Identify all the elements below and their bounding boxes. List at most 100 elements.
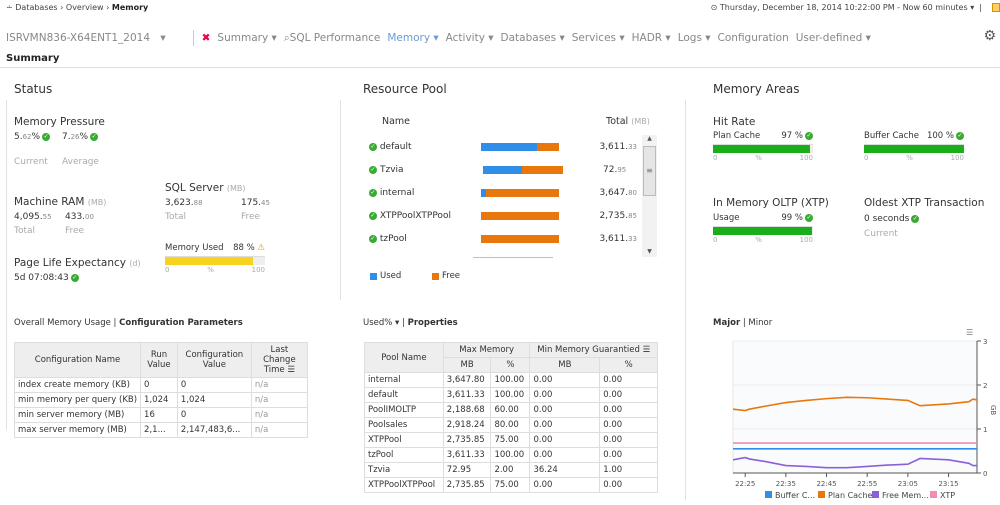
hit-rate-label: Hit Rate — [713, 116, 756, 128]
nav-sql-performance[interactable]: ⌕SQL Performance — [283, 31, 381, 44]
scroll-up-icon[interactable]: ▲ — [647, 135, 652, 142]
status-title: Status — [14, 82, 53, 96]
pool-total: 3,611.33 — [599, 234, 637, 244]
plan-cache-gauge: Plan Cache 97 % ✓ 0% 100 — [713, 131, 813, 162]
table-cell: max server memory (MB) — [13, 422, 142, 438]
table-cell: 2,147,483,6... — [176, 422, 252, 438]
pool-list-item[interactable]: ✓ default 3,611.33 — [367, 140, 637, 154]
pool-list-item[interactable]: ✓ internal 3,647.80 — [367, 186, 637, 200]
table-row[interactable]: Poolsales 2,918.24 80.00 0.00 0.00 — [364, 417, 658, 433]
table-cell: 100.00 — [490, 387, 531, 403]
nav-services[interactable]: Services ▾ — [571, 31, 625, 44]
table-cell: 100.00 — [490, 447, 531, 463]
col-header: Run Value — [140, 342, 178, 378]
table-row[interactable]: min server memory (MB) 16 0 n/a — [13, 407, 309, 423]
pool-list-item[interactable]: ✓ XTPPoolXTPPool 2,735.85 — [367, 209, 637, 223]
buffer-cache-gauge: Buffer Cache 100 % ✓ 0% 100 — [864, 131, 964, 162]
total-label: Total — [14, 226, 36, 236]
table-cell: index create memory (KB) — [13, 377, 142, 393]
nav-memory[interactable]: Memory ▾ — [387, 31, 439, 44]
col-header: Configuration Name — [13, 342, 142, 378]
check-icon: ✓ — [369, 235, 377, 243]
nav-configuration[interactable]: Configuration — [717, 31, 789, 44]
table-row[interactable]: tzPool 3,611.33 100.00 0.00 0.00 — [364, 447, 658, 463]
used-segment — [483, 166, 523, 174]
pool-list-scrollbar[interactable]: ▲ ≡ ▼ — [642, 135, 657, 257]
table-cell: 2.00 — [490, 462, 531, 478]
server-name: ISRVMN836-X64ENT1_2014 — [6, 32, 150, 44]
nav-user-defined[interactable]: User-defined ▾ — [795, 31, 871, 44]
legend-label: Buffer C... — [775, 491, 815, 500]
breadcrumb-overview[interactable]: Overview — [65, 3, 104, 12]
col-pct: % — [490, 357, 531, 373]
table-cell: 1,024 — [176, 392, 252, 408]
breadcrumb-current: Memory — [111, 3, 149, 12]
table-row[interactable]: min memory per query (KB) 1,024 1,024 n/a — [13, 392, 309, 408]
table-row[interactable]: PoolIMOLTP 2,188.68 60.00 0.00 0.00 — [364, 402, 658, 418]
nav-logs[interactable]: Logs ▾ — [677, 31, 711, 44]
legend-label: Free Mem... — [882, 491, 929, 500]
table-cell: 0.00 — [529, 372, 601, 388]
tab-configuration-parameters[interactable]: Configuration Parameters — [119, 318, 243, 328]
tab-overall-memory-usage[interactable]: Overall Memory Usage — [14, 318, 111, 328]
page-title: Summary — [6, 53, 60, 64]
free-segment — [480, 212, 560, 220]
pool-list-item[interactable]: ✓ tzPool 3,611.33 — [367, 232, 637, 246]
server-selector[interactable]: ISRVMN836-X64ENT1_2014 ▾ — [6, 32, 166, 44]
table-cell: min server memory (MB) — [13, 407, 142, 423]
table-cell: Tzvia — [364, 462, 444, 478]
memory-used-label: Memory Used — [165, 243, 224, 253]
memory-pressure-current: 5.62% ✓ — [14, 132, 51, 142]
pool-usage-bar — [480, 212, 560, 220]
used-segment — [480, 189, 486, 197]
properties-table: Pool Name Max Memory Min Memory Guarantied… — [364, 342, 658, 493]
resource-pool-title: Resource Pool — [363, 82, 447, 96]
xtp-label: In Memory OLTP (XTP) — [713, 197, 829, 209]
tab-properties[interactable]: Properties — [407, 318, 458, 328]
table-row[interactable]: Tzvia 72.95 2.00 36.24 1.00 — [364, 462, 658, 478]
breadcrumb-databases[interactable]: Databases — [15, 3, 58, 12]
table-cell: Poolsales — [364, 417, 444, 433]
check-icon: ✓ — [911, 214, 920, 223]
table-cell: 0.00 — [599, 402, 658, 418]
column-options-icon[interactable]: ☰ — [642, 345, 651, 355]
legend-swatch — [765, 491, 772, 498]
pool-total: 3,611.33 — [599, 142, 637, 152]
table-cell: default — [364, 387, 444, 403]
gear-icon[interactable]: ⚙ — [983, 28, 996, 44]
nav-hadr[interactable]: HADR ▾ — [631, 31, 671, 44]
pool-list-item[interactable]: ✓ Tzvia 72.95 — [367, 163, 637, 177]
nav-activity[interactable]: Activity ▾ — [445, 31, 494, 44]
table-cell: 0 — [140, 377, 178, 393]
col-pct: % — [599, 357, 658, 373]
table-row[interactable]: index create memory (KB) 0 0 n/a — [13, 377, 309, 393]
series-line-plan-cache — [732, 396, 978, 412]
nav-databases[interactable]: Databases ▾ — [500, 31, 565, 44]
column-options-icon[interactable]: ☰ — [287, 365, 295, 375]
table-cell: 0.00 — [599, 432, 658, 448]
tab-major[interactable]: Major — [713, 318, 741, 328]
x-tick-label: 22:35 — [776, 480, 796, 488]
table-row[interactable]: XTPPool 2,735.85 75.00 0.00 0.00 — [364, 432, 658, 448]
time-range-selector[interactable]: ⊙ Thursday, December 18, 2014 10:22:00 P… — [710, 3, 982, 12]
scroll-down-icon[interactable]: ▼ — [647, 248, 652, 255]
table-row[interactable]: default 3,611.33 100.00 0.00 0.00 — [364, 387, 658, 403]
table-row[interactable]: internal 3,647.80 100.00 0.00 0.00 — [364, 372, 658, 388]
legend-swatch — [930, 491, 937, 498]
free-segment — [537, 143, 560, 151]
nav-summary[interactable]: Summary ▾ — [217, 31, 277, 44]
table-row[interactable]: XTPPoolXTPPool 2,735.85 75.00 0.00 0.00 — [364, 477, 658, 493]
table-row[interactable]: max server memory (MB) 2,1... 2,147,483,6.… — [13, 422, 309, 438]
table-cell: 2,188.68 — [442, 402, 492, 418]
check-icon: ✓ — [369, 212, 377, 220]
chart-options-icon[interactable]: ☰ — [966, 328, 974, 337]
x-tick-label: 22:25 — [735, 480, 755, 488]
scroll-thumb[interactable]: ≡ — [643, 146, 656, 196]
divider — [340, 100, 341, 300]
tab-minor[interactable]: Minor — [748, 318, 773, 328]
report-icon[interactable] — [992, 3, 1000, 12]
check-icon: ✓ — [42, 132, 51, 141]
table-cell: tzPool — [364, 447, 444, 463]
y-tick-label: 3 — [983, 338, 987, 346]
tab-used-pct[interactable]: Used% ▾ — [363, 318, 400, 328]
